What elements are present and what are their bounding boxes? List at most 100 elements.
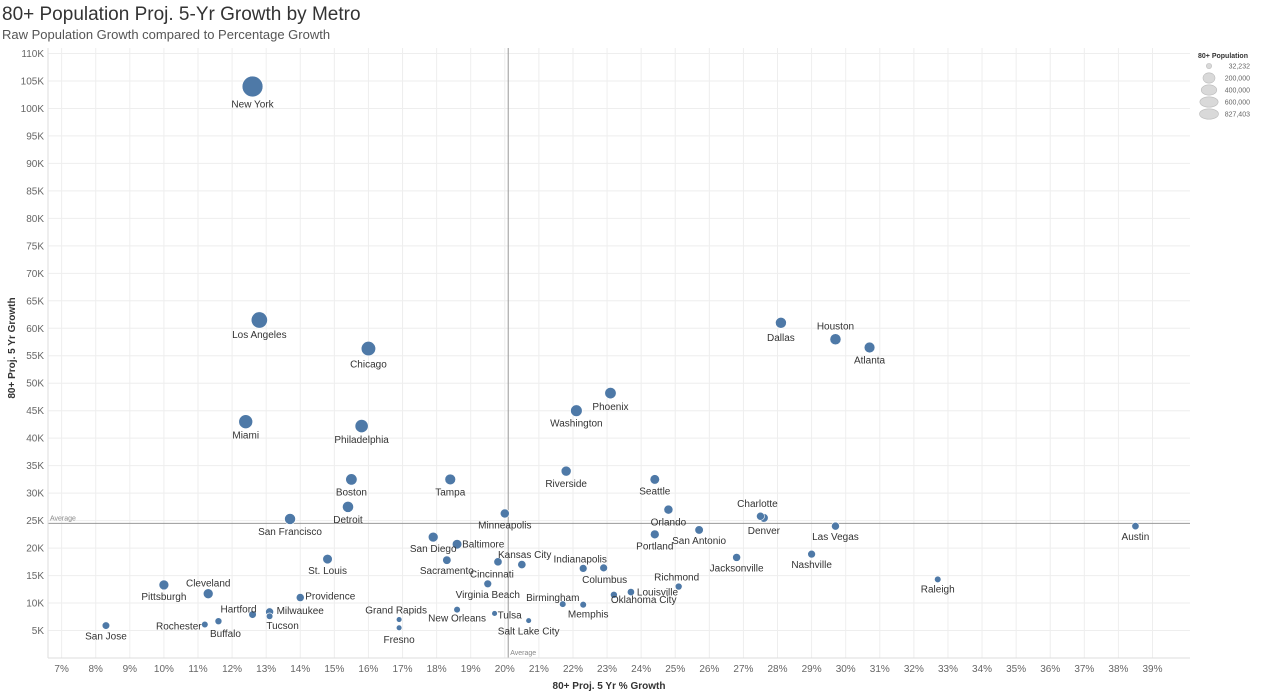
point-columbus[interactable] bbox=[599, 563, 608, 573]
label-baltimore: Baltimore bbox=[462, 540, 505, 551]
point-austin[interactable] bbox=[1131, 522, 1140, 531]
label-los-angeles: Los Angeles bbox=[232, 330, 287, 341]
x-tick-label: 17% bbox=[393, 664, 413, 675]
point-richmond[interactable] bbox=[674, 582, 683, 591]
x-tick-label: 10% bbox=[154, 664, 174, 675]
y-tick-label: 10K bbox=[26, 599, 44, 610]
y-axis-title: 80+ Proj. 5 Yr Growth bbox=[7, 297, 18, 398]
label-indianapolis: Indianapolis bbox=[554, 554, 607, 565]
point-rochester[interactable] bbox=[201, 620, 209, 629]
label-san-diego: San Diego bbox=[410, 544, 457, 555]
point-louisville[interactable] bbox=[626, 588, 635, 597]
point-nashville[interactable] bbox=[807, 549, 816, 559]
label-louisville: Louisville bbox=[637, 588, 679, 599]
label-cleveland: Cleveland bbox=[186, 579, 230, 590]
point-san-jose[interactable] bbox=[101, 621, 111, 630]
y-tick-label: 65K bbox=[26, 296, 44, 307]
point-kansas-city[interactable] bbox=[493, 557, 503, 567]
point-san-francisco[interactable] bbox=[284, 513, 296, 525]
legend-size-label: 32,232 bbox=[1229, 64, 1251, 71]
label-jacksonville: Jacksonville bbox=[710, 563, 764, 574]
point-tampa[interactable] bbox=[444, 473, 456, 486]
x-tick-label: 27% bbox=[733, 664, 753, 675]
point-indianapolis[interactable] bbox=[578, 564, 588, 573]
y-tick-label: 5K bbox=[32, 626, 45, 637]
point-miami[interactable] bbox=[238, 414, 253, 429]
point-riverside[interactable] bbox=[560, 465, 572, 477]
chart-title: 80+ Population Proj. 5-Yr Growth by Metr… bbox=[2, 4, 361, 25]
point-virginia-beach[interactable] bbox=[483, 579, 492, 589]
point-dallas[interactable] bbox=[775, 316, 787, 329]
point-grand-rapids[interactable] bbox=[395, 616, 403, 623]
x-tick-label: 30% bbox=[836, 664, 856, 675]
point-boston[interactable] bbox=[345, 473, 358, 486]
label-austin: Austin bbox=[1122, 532, 1150, 543]
point-houston[interactable] bbox=[829, 333, 842, 346]
point-san-diego[interactable] bbox=[427, 531, 439, 543]
point-pittsburgh[interactable] bbox=[158, 579, 170, 591]
point-orlando[interactable] bbox=[663, 504, 674, 515]
x-tick-label: 20% bbox=[495, 664, 515, 675]
x-tick-label: 16% bbox=[358, 664, 378, 675]
point-hartford[interactable] bbox=[248, 610, 257, 619]
label-chicago: Chicago bbox=[350, 360, 387, 371]
legend-size-label: 400,000 bbox=[1225, 88, 1250, 95]
point-charlotte[interactable] bbox=[756, 511, 765, 521]
point-minneapolis[interactable] bbox=[499, 508, 510, 519]
label-new-york: New York bbox=[231, 99, 274, 110]
point-portland[interactable] bbox=[650, 529, 660, 540]
chart-subtitle: Raw Population Growth compared to Percen… bbox=[2, 27, 331, 42]
label-kansas-city: Kansas City bbox=[498, 550, 551, 561]
y-tick-label: 20K bbox=[26, 544, 44, 555]
y-tick-label: 110K bbox=[21, 49, 44, 60]
x-tick-label: 22% bbox=[563, 664, 583, 675]
point-baltimore[interactable] bbox=[451, 539, 463, 550]
point-tulsa[interactable] bbox=[491, 610, 498, 617]
label-new-orleans: New Orleans bbox=[428, 614, 486, 625]
legend-size-swatch bbox=[1199, 96, 1219, 108]
point-san-antonio[interactable] bbox=[694, 525, 704, 535]
point-cincinnati[interactable] bbox=[517, 560, 527, 570]
x-tick-label: 32% bbox=[904, 664, 924, 675]
point-seattle[interactable] bbox=[649, 474, 660, 485]
point-birmingham[interactable] bbox=[559, 600, 567, 608]
label-buffalo: Buffalo bbox=[210, 629, 241, 640]
point-cleveland[interactable] bbox=[202, 588, 214, 599]
legend-size-label: 827,403 bbox=[1225, 112, 1250, 119]
point-jacksonville[interactable] bbox=[732, 553, 741, 562]
point-washington[interactable] bbox=[570, 404, 583, 417]
point-philadelphia[interactable] bbox=[354, 419, 369, 433]
label-virginia-beach: Virginia Beach bbox=[456, 590, 520, 601]
label-tucson: Tucson bbox=[266, 621, 298, 632]
point-phoenix[interactable] bbox=[604, 387, 617, 400]
point-salt-lake-city[interactable] bbox=[525, 617, 532, 624]
x-average-label: Average bbox=[510, 650, 536, 657]
point-chicago[interactable] bbox=[360, 341, 376, 357]
label-dallas: Dallas bbox=[767, 333, 795, 344]
point-new-york[interactable] bbox=[241, 75, 264, 98]
point-sacramento[interactable] bbox=[442, 555, 452, 565]
point-tucson[interactable] bbox=[265, 612, 274, 620]
point-buffalo[interactable] bbox=[214, 617, 223, 625]
x-tick-label: 24% bbox=[631, 664, 651, 675]
point-new-orleans[interactable] bbox=[453, 606, 461, 614]
label-las-vegas: Las Vegas bbox=[812, 532, 859, 543]
label-birmingham: Birmingham bbox=[526, 593, 579, 604]
point-los-angeles[interactable] bbox=[250, 311, 268, 329]
point-las-vegas[interactable] bbox=[831, 521, 840, 531]
label-charlotte: Charlotte bbox=[737, 499, 778, 510]
point-providence[interactable] bbox=[295, 593, 305, 602]
point-memphis[interactable] bbox=[579, 601, 587, 609]
data-points[interactable] bbox=[101, 75, 1140, 631]
point-detroit[interactable] bbox=[342, 501, 354, 513]
label-houston: Houston bbox=[817, 321, 854, 332]
point-fresno[interactable] bbox=[395, 624, 403, 631]
label-rochester: Rochester bbox=[156, 621, 202, 632]
point-raleigh[interactable] bbox=[934, 575, 942, 584]
point-oklahoma-city[interactable] bbox=[610, 591, 618, 599]
point-st-louis[interactable] bbox=[322, 553, 333, 565]
y-tick-label: 50K bbox=[26, 379, 44, 390]
x-tick-label: 13% bbox=[256, 664, 276, 675]
point-atlanta[interactable] bbox=[863, 341, 876, 354]
